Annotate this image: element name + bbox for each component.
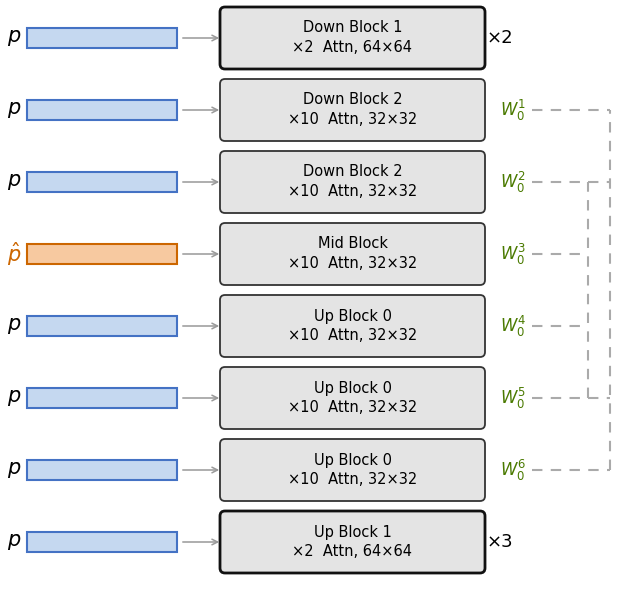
Text: $W_0^{4}$: $W_0^{4}$ (500, 314, 526, 339)
FancyBboxPatch shape (27, 532, 177, 552)
Text: $\hat{p}$: $\hat{p}$ (7, 240, 21, 268)
FancyBboxPatch shape (27, 172, 177, 192)
Text: Up Block 0: Up Block 0 (314, 453, 391, 468)
Text: $p$: $p$ (7, 28, 21, 48)
FancyBboxPatch shape (220, 7, 485, 69)
Text: ×2  Attn, 64×64: ×2 Attn, 64×64 (292, 41, 413, 55)
Text: ×10  Attn, 32×32: ×10 Attn, 32×32 (288, 185, 417, 200)
Text: ×10  Attn, 32×32: ×10 Attn, 32×32 (288, 256, 417, 272)
FancyBboxPatch shape (27, 388, 177, 408)
FancyBboxPatch shape (27, 244, 177, 264)
Text: ×10  Attn, 32×32: ×10 Attn, 32×32 (288, 400, 417, 416)
Text: ×10  Attn, 32×32: ×10 Attn, 32×32 (288, 472, 417, 487)
FancyBboxPatch shape (220, 367, 485, 429)
Text: $W_0^{1}$: $W_0^{1}$ (500, 97, 526, 123)
Text: Down Block 1: Down Block 1 (303, 20, 402, 36)
Text: Mid Block: Mid Block (318, 237, 387, 251)
Text: $p$: $p$ (7, 532, 21, 552)
FancyBboxPatch shape (27, 316, 177, 336)
Text: $W_0^{2}$: $W_0^{2}$ (500, 169, 526, 195)
Text: $W_0^{6}$: $W_0^{6}$ (500, 458, 526, 482)
FancyBboxPatch shape (220, 511, 485, 573)
Text: $p$: $p$ (7, 100, 21, 120)
Text: $W_0^{3}$: $W_0^{3}$ (500, 241, 526, 267)
Text: $W_0^{5}$: $W_0^{5}$ (500, 386, 526, 410)
Text: ×10  Attn, 32×32: ×10 Attn, 32×32 (288, 113, 417, 128)
FancyBboxPatch shape (220, 295, 485, 357)
Text: ×2: ×2 (487, 29, 513, 47)
FancyBboxPatch shape (27, 460, 177, 480)
Text: Up Block 0: Up Block 0 (314, 381, 391, 395)
Text: Down Block 2: Down Block 2 (302, 92, 403, 108)
FancyBboxPatch shape (27, 28, 177, 48)
Text: $p$: $p$ (7, 388, 21, 408)
FancyBboxPatch shape (220, 439, 485, 501)
Text: ×2  Attn, 64×64: ×2 Attn, 64×64 (292, 545, 413, 559)
Text: ×10  Attn, 32×32: ×10 Attn, 32×32 (288, 328, 417, 344)
FancyBboxPatch shape (220, 151, 485, 213)
Text: Down Block 2: Down Block 2 (302, 164, 403, 179)
Text: Up Block 1: Up Block 1 (314, 524, 391, 540)
FancyBboxPatch shape (220, 223, 485, 285)
Text: $p$: $p$ (7, 316, 21, 336)
Text: ×3: ×3 (487, 533, 513, 551)
Text: $p$: $p$ (7, 460, 21, 480)
Text: Up Block 0: Up Block 0 (314, 309, 391, 323)
FancyBboxPatch shape (27, 100, 177, 120)
FancyBboxPatch shape (220, 79, 485, 141)
Text: $p$: $p$ (7, 172, 21, 192)
